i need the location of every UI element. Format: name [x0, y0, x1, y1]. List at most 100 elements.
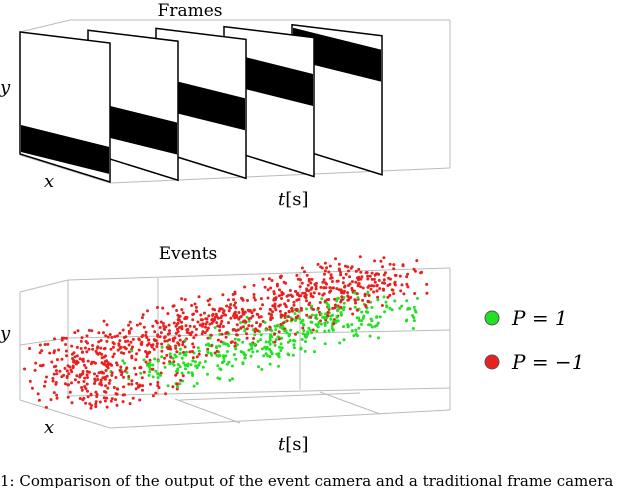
event-point-negative: [327, 270, 331, 274]
event-point-positive: [184, 367, 187, 371]
event-point-negative: [340, 291, 344, 295]
event-point-negative: [80, 350, 84, 354]
event-point-negative: [290, 307, 294, 311]
event-point-negative: [393, 281, 397, 285]
event-point-negative: [174, 332, 178, 335]
frames-x-label: x: [44, 171, 54, 192]
event-point-negative: [40, 349, 44, 353]
event-point-positive: [145, 363, 149, 367]
event-point-negative: [211, 313, 214, 317]
event-point-negative: [425, 291, 429, 295]
event-point-negative: [388, 262, 392, 266]
event-point-negative: [351, 312, 355, 316]
event-point-negative: [62, 373, 66, 377]
event-point-positive: [131, 396, 135, 400]
event-point-positive: [94, 400, 98, 404]
event-point-negative: [121, 328, 125, 332]
event-point-negative: [348, 275, 352, 279]
event-point-negative: [57, 348, 61, 352]
event-point-negative: [342, 291, 346, 295]
event-point-negative: [70, 370, 74, 374]
event-point-negative: [86, 376, 89, 379]
event-point-positive: [208, 336, 212, 340]
event-point-negative: [312, 308, 316, 311]
event-point-negative: [190, 350, 194, 353]
event-point-positive: [172, 363, 176, 367]
event-point-negative: [312, 291, 316, 295]
event-point-positive: [179, 347, 182, 351]
event-point-negative: [375, 289, 379, 293]
event-point-negative: [269, 308, 272, 312]
event-point-negative: [203, 311, 206, 315]
event-point-negative: [71, 357, 74, 360]
event-point-negative: [382, 256, 386, 260]
event-point-negative: [158, 326, 162, 329]
event-point-positive: [323, 342, 327, 346]
event-point-negative: [323, 299, 327, 303]
event-point-positive: [78, 397, 82, 400]
event-point-negative: [346, 291, 350, 295]
event-point-negative: [104, 354, 107, 358]
event-point-negative: [267, 312, 271, 316]
event-point-negative: [139, 366, 143, 370]
event-point-negative: [321, 280, 325, 284]
event-point-positive: [139, 371, 143, 375]
event-point-negative: [91, 347, 95, 351]
event-point-negative: [125, 366, 129, 370]
frames-panel: Frames y x t[s]: [0, 1, 451, 210]
event-point-negative: [144, 330, 148, 334]
event-point-positive: [108, 379, 112, 382]
event-point-positive: [300, 338, 304, 341]
event-point-positive: [182, 361, 186, 365]
event-point-negative: [393, 273, 397, 277]
event-point-negative: [370, 271, 374, 275]
event-point-negative: [359, 270, 363, 274]
event-point-negative: [156, 306, 159, 309]
frames-t-var: t: [278, 189, 286, 210]
event-point-negative: [122, 336, 126, 339]
event-point-positive: [315, 323, 319, 327]
event-point-negative: [188, 324, 192, 328]
event-point-negative: [53, 349, 56, 353]
event-point-positive: [128, 402, 132, 406]
event-point-negative: [354, 269, 358, 273]
event-point-negative: [80, 336, 84, 340]
event-point-negative: [180, 327, 184, 331]
frames-t-unit: [s]: [285, 189, 308, 210]
event-point-negative: [420, 270, 423, 274]
event-point-negative: [230, 340, 234, 344]
event-point-negative: [213, 308, 217, 312]
event-point-negative: [316, 306, 320, 310]
event-point-positive: [235, 343, 239, 347]
event-point-positive: [412, 319, 416, 323]
event-point-positive: [370, 306, 374, 309]
event-point-positive: [264, 340, 268, 344]
event-point-negative: [300, 281, 304, 285]
event-point-negative: [71, 364, 75, 368]
event-point-positive: [292, 346, 296, 350]
event-point-negative: [28, 379, 32, 383]
event-point-positive: [182, 353, 186, 356]
event-point-positive: [54, 382, 58, 386]
event-point-negative: [43, 343, 47, 346]
event-point-negative: [120, 373, 123, 377]
event-point-positive: [103, 399, 107, 403]
event-point-negative: [161, 322, 165, 325]
event-point-negative: [185, 328, 189, 332]
event-point-negative: [278, 288, 281, 292]
event-point-negative: [68, 365, 72, 369]
event-point-positive: [242, 351, 246, 355]
event-point-negative: [147, 351, 151, 355]
event-point-negative: [253, 298, 257, 302]
event-point-positive: [342, 325, 345, 329]
event-point-negative: [175, 309, 179, 312]
event-point-positive: [234, 347, 238, 351]
event-point-positive: [241, 362, 245, 366]
event-point-negative: [102, 347, 106, 351]
event-point-negative: [70, 352, 74, 356]
event-point-positive: [94, 405, 98, 409]
event-point-positive: [218, 332, 222, 336]
event-point-negative: [258, 322, 262, 326]
event-point-positive: [141, 388, 144, 392]
